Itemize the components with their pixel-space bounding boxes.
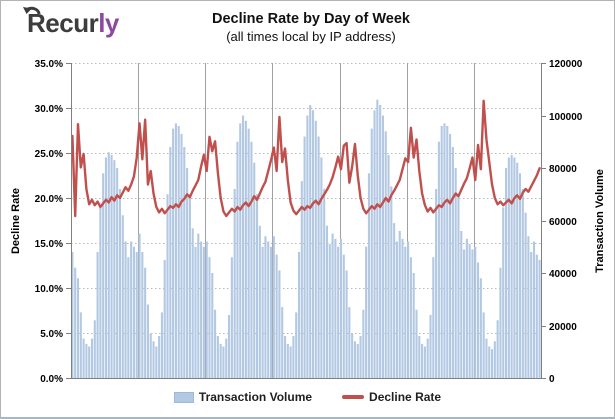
svg-text:40000: 40000 (549, 269, 577, 280)
svg-text:35.0%: 35.0% (35, 59, 63, 70)
logo-arrow-icon (23, 6, 41, 15)
svg-text:5.0%: 5.0% (40, 329, 63, 340)
legend-item-decline-rate: Decline Rate (342, 390, 441, 404)
transaction-volume-bars (71, 99, 541, 379)
svg-text:60000: 60000 (549, 217, 577, 228)
svg-text:20000: 20000 (549, 322, 577, 333)
logo-text-accent: ly (98, 8, 119, 38)
recurly-logo: Recurly (23, 6, 119, 38)
svg-text:100000: 100000 (549, 112, 583, 123)
svg-text:80000: 80000 (549, 164, 577, 175)
legend-label: Decline Rate (369, 390, 442, 404)
svg-text:15.0%: 15.0% (35, 239, 63, 250)
svg-text:0.0%: 0.0% (40, 374, 63, 385)
decline-rate-line (71, 99, 541, 218)
svg-text:30.0%: 30.0% (35, 104, 63, 115)
chart-subtitle: (all times local by IP address) (226, 29, 396, 44)
chart-title: Decline Rate by Day of Week (212, 11, 410, 27)
line-swatch-icon (342, 395, 365, 399)
legend-label: Transaction Volume (198, 390, 313, 404)
chart-header: Decline Rate by Day of Week (all times l… (61, 10, 561, 45)
svg-text:25.0%: 25.0% (35, 149, 63, 160)
right-axis-ticks-and-labels: 0 20000 40000 60000 80000 100000 120000 (541, 59, 583, 385)
svg-text:120000: 120000 (549, 59, 583, 70)
bar-swatch-icon (173, 391, 194, 403)
legend-item-transaction-volume: Transaction Volume (173, 390, 313, 404)
axes (71, 63, 542, 379)
svg-text:10.0%: 10.0% (35, 284, 63, 295)
left-axis-ticks-and-labels: 0.0% 5.0% 10.0% 15.0% 20.0% 25.0% 30.0% 35.0% (35, 59, 71, 385)
svg-text:0: 0 (549, 374, 555, 385)
svg-text:20.0%: 20.0% (35, 194, 63, 205)
chart-legend: Transaction Volume Decline Rate (1, 390, 614, 404)
